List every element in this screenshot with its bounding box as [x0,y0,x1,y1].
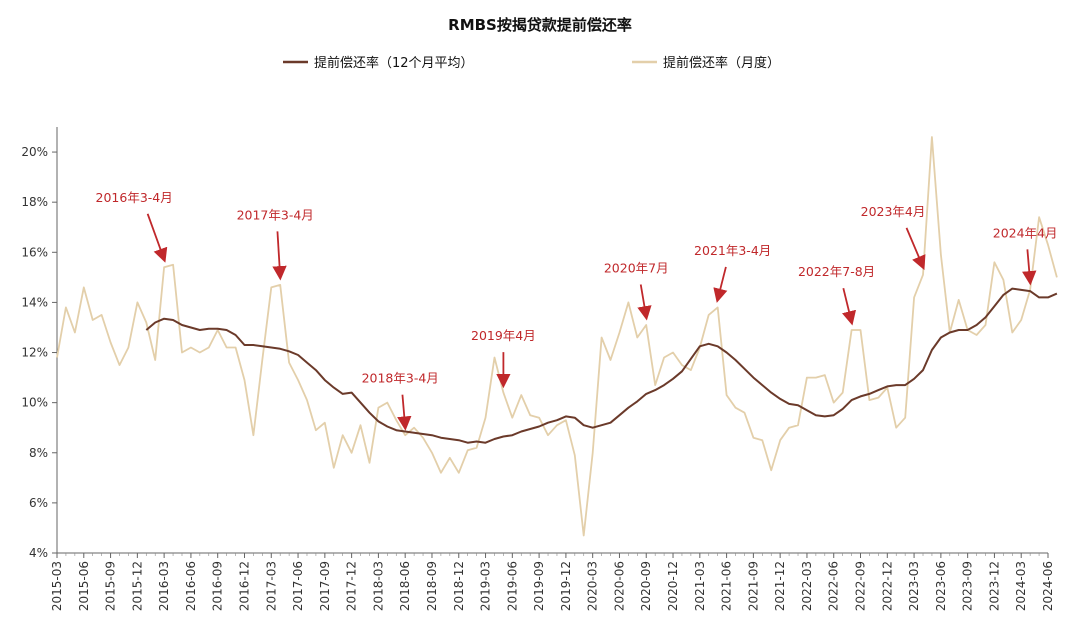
x-tick-label: 2019-12 [559,561,573,611]
annotation-label: 2016年3-4月 [96,190,173,205]
x-tick-label: 2022-12 [880,561,894,611]
x-tick-label: 2022-03 [800,561,814,611]
annotation-label: 2018年3-4月 [362,371,439,386]
x-tick-label: 2017-09 [318,561,332,611]
x-tick-label: 2023-03 [907,561,921,611]
x-tick-label: 2024-06 [1041,561,1055,611]
x-tick-label: 2016-12 [237,561,251,611]
x-tick-label: 2015-03 [50,561,64,611]
legend-label-12m-avg: 提前偿还率（12个月平均） [314,55,474,71]
x-tick-label: 2021-03 [693,561,707,611]
x-tick-label: 2018-03 [371,561,385,611]
annotation-arrow [397,394,412,431]
x-tick-label: 2017-03 [264,561,278,611]
y-tick-label: 4% [29,546,48,560]
y-tick-label: 10% [21,396,48,410]
x-tick-label: 2022-06 [827,561,841,611]
annotation-arrow [905,227,926,271]
x-tick-label: 2020-06 [612,561,626,611]
y-tick-label: 8% [29,446,48,460]
x-tick-label: 2021-09 [746,561,760,611]
annotation-arrow [842,287,857,326]
x-tick-label: 2015-06 [77,561,91,611]
annotation-label: 2017年3-4月 [237,207,314,222]
series-line-12m-avg [145,287,1058,444]
annotation-label: 2022年7-8月 [798,264,875,279]
x-tick-label: 2020-09 [639,561,653,611]
annotation-label: 2021年3-4月 [694,243,771,258]
y-tick-label: 20% [21,145,48,159]
annotation-label: 2023年4月 [861,204,926,219]
x-tick-label: 2023-06 [934,561,948,611]
chart-title: RMBS按揭贷款提前偿还率 [448,16,632,34]
x-tick-label: 2016-09 [211,561,225,611]
annotation-arrow [272,231,287,281]
x-tick-label: 2017-06 [291,561,305,611]
y-tick-label: 18% [21,195,48,209]
series-line-monthly [56,136,1058,537]
x-tick-label: 2023-09 [961,561,975,611]
x-tick-label: 2016-03 [157,561,171,611]
x-tick-label: 2020-03 [586,561,600,611]
x-tick-label: 2019-03 [479,561,493,611]
annotation-arrow [637,284,652,321]
legend: 提前偿还率（12个月平均） 提前偿还率（月度） [283,55,780,71]
x-tick-label: 2015-09 [104,561,118,611]
annotation-arrow [146,213,168,263]
x-tick-label: 2021-12 [773,561,787,611]
annotation-label: 2024年4月 [993,225,1058,240]
x-tick-label: 2020-12 [666,561,680,611]
y-tick-label: 12% [21,346,48,360]
x-tick-label: 2018-09 [425,561,439,611]
legend-label-monthly: 提前偿还率（月度） [663,55,780,71]
x-tick-label: 2018-12 [452,561,466,611]
x-tick-label: 2021-06 [720,561,734,611]
annotation-label: 2020年7月 [604,260,669,275]
y-tick-label: 16% [21,245,48,259]
annotation-arrow [1022,249,1037,286]
x-tick-label: 2023-12 [987,561,1001,611]
x-tick-label: 2022-09 [854,561,868,611]
y-tick-label: 6% [29,496,48,510]
annotation-label: 2019年4月 [471,328,536,343]
x-tick-label: 2019-09 [532,561,546,611]
x-tick-label: 2024-03 [1014,561,1028,611]
x-tick-label: 2017-12 [345,561,359,611]
x-tick-label: 2016-06 [184,561,198,611]
y-tick-label: 14% [21,295,48,309]
x-tick-label: 2019-06 [505,561,519,611]
x-tick-label: 2018-06 [398,561,412,611]
x-tick-label: 2015-12 [130,561,144,611]
annotation-arrow [713,266,728,303]
plot-area: 4% 6% 8% 10% 12% 14% 16% 18% 20% 2015-03 2015-06 20… [21,127,1058,611]
